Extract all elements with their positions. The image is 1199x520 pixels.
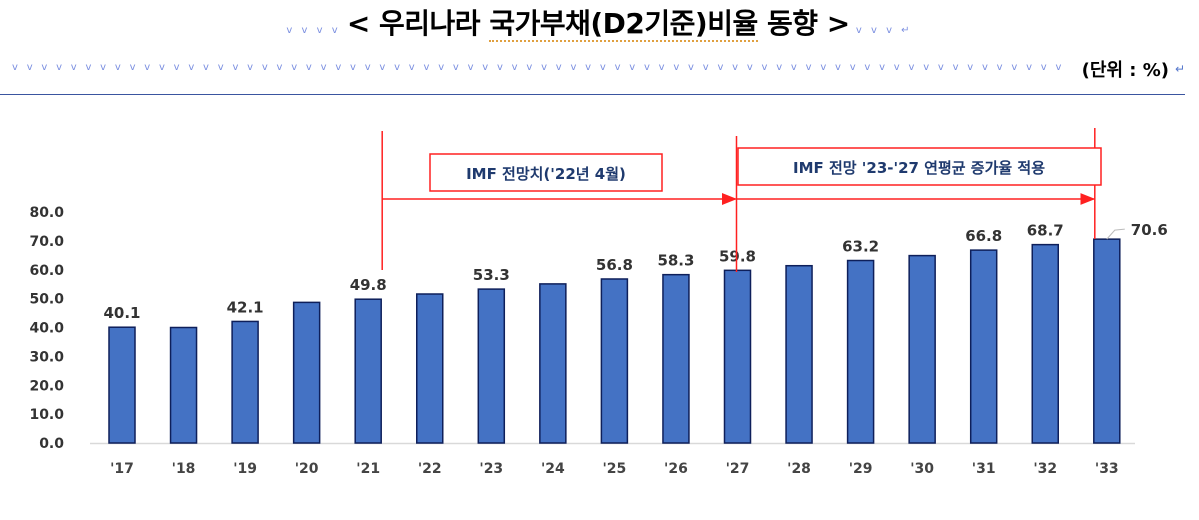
title-part-3: 동향 >: [757, 7, 850, 40]
title-part-1: < 우리나라: [346, 7, 490, 40]
data-label: 63.2: [842, 238, 879, 256]
x-axis: '17 '18 '19 '20 '21 '22 '23 '24 '25 '26 '27 '28 '29 '…: [110, 461, 1119, 477]
x-tick-label: '18: [172, 461, 196, 477]
x-tick-label: '32: [1033, 461, 1057, 477]
annotation-box-1: [429, 153, 663, 192]
data-label: 53.3: [473, 266, 510, 284]
y-tick-label: 80.0: [29, 205, 64, 221]
bar: [539, 283, 567, 444]
y-tick-label: 50.0: [29, 292, 64, 308]
leader-line: [1106, 228, 1125, 240]
data-label: 68.7: [1027, 222, 1064, 240]
annotation-text-2: IMF 전망 '23-'27 연평균 증가율 적용: [793, 159, 1045, 177]
data-label: 58.3: [657, 252, 694, 270]
bars: 40.1 42.1 49.8 53.3 56.8 58.3 59.8 63.2 66.8 68.7…: [103, 221, 1168, 444]
y-tick-label: 20.0: [29, 378, 64, 394]
bar: [292, 301, 321, 444]
title-part-2: 국가부채(D2기준)비율: [489, 7, 758, 42]
y-tick-label: 40.0: [29, 321, 64, 337]
x-tick-label: '25: [603, 461, 627, 477]
y-tick-label: 0.0: [39, 436, 64, 452]
y-tick-label: 30.0: [29, 349, 64, 365]
x-tick-label: '22: [418, 461, 442, 477]
bar: [662, 273, 690, 444]
bar: [108, 326, 136, 444]
y-axis: 0.0 10.0 20.0 30.0 40.0 50.0 60.0 70.0 80.0: [29, 205, 1135, 452]
bar: [723, 269, 752, 444]
data-label: 49.8: [350, 276, 387, 294]
x-tick-label: '26: [664, 461, 688, 477]
bar: [416, 293, 444, 444]
annotation-box-2: [737, 147, 1102, 186]
unit-label: (단위 : %): [1081, 60, 1169, 81]
x-tick-label: '27: [726, 461, 750, 477]
data-label: 40.1: [103, 304, 140, 322]
bar: [477, 288, 506, 444]
return-mark-icon: ↵: [1174, 62, 1185, 76]
x-tick-label: '28: [787, 461, 811, 477]
bar: [846, 259, 875, 444]
bar: [969, 249, 998, 444]
bar: [169, 326, 198, 444]
x-tick-label: '19: [233, 461, 257, 477]
x-tick-label: '20: [295, 461, 319, 477]
bar: [1031, 243, 1059, 444]
data-label: 66.8: [965, 227, 1002, 245]
data-label: 59.8: [719, 247, 756, 265]
x-tick-label: '30: [910, 461, 934, 477]
data-label: 70.6: [1131, 221, 1168, 239]
format-marks: v v v ↵: [849, 25, 913, 36]
format-marks: v v v v v v v v v v v v v v v v v v v v …: [12, 62, 1062, 73]
divider: [0, 94, 1185, 95]
x-tick-label: '17: [110, 461, 134, 477]
annotations: IMF 전망치('22년 4월) IMF 전망 '23-'27 연평균 증가율 적…: [381, 128, 1102, 272]
x-tick-label: '21: [356, 461, 380, 477]
x-tick-label: '29: [849, 461, 873, 477]
y-tick-label: 60.0: [29, 263, 64, 279]
bar: [600, 278, 629, 444]
unit-row: v v v v v v v v v v v v v v v v v v v v …: [12, 56, 1187, 81]
data-label: 56.8: [596, 256, 633, 274]
annotation-text-1: IMF 전망치('22년 4월): [466, 165, 626, 183]
page-title: v v v v < 우리나라 국가부채(D2기준)비율 동향 > v v v ↵: [0, 2, 1199, 42]
bar: [908, 254, 936, 444]
bar: [231, 320, 259, 444]
y-tick-label: 10.0: [29, 407, 64, 423]
format-marks: v v v v: [286, 25, 347, 36]
bar: [785, 264, 813, 444]
x-tick-label: '33: [1095, 461, 1119, 477]
x-tick-label: '23: [479, 461, 503, 477]
data-label: 42.1: [227, 298, 264, 316]
bar: [354, 298, 382, 444]
y-tick-label: 70.0: [29, 234, 64, 250]
x-tick-label: '24: [541, 461, 565, 477]
x-tick-label: '31: [972, 461, 996, 477]
bar: [1093, 238, 1121, 444]
